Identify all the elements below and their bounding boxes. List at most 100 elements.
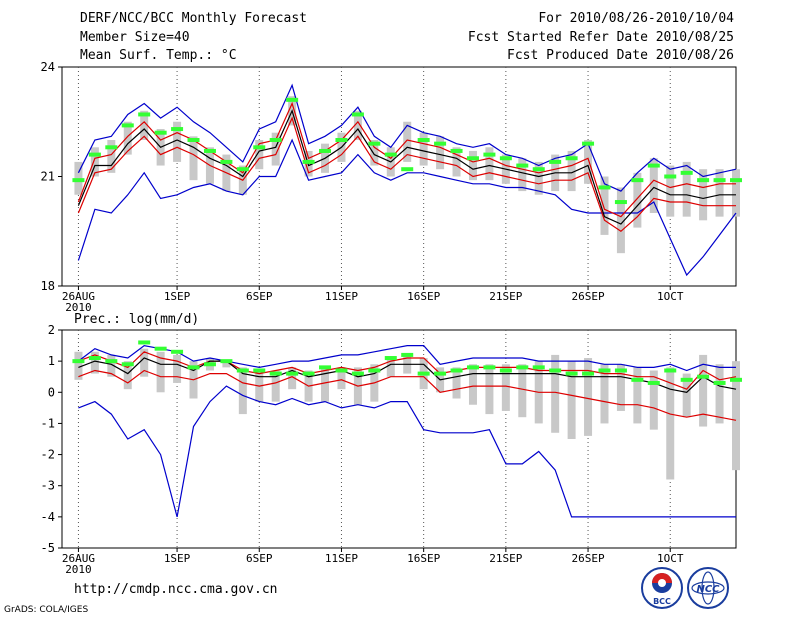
box-bar xyxy=(715,169,724,217)
median-marker xyxy=(697,178,710,183)
box-bar xyxy=(633,172,642,228)
ncc-logo-text: NCC xyxy=(696,584,720,595)
x-tick-label: 6SEP xyxy=(246,290,273,303)
median-marker xyxy=(368,368,381,373)
series-line-mean-minus xyxy=(78,369,737,421)
box-bar xyxy=(140,110,149,140)
x-tick-label: 2010 xyxy=(65,301,92,314)
box-bar xyxy=(107,354,116,377)
median-marker xyxy=(236,167,249,172)
box-bar xyxy=(485,147,494,181)
box-bar xyxy=(584,140,593,184)
box-bar xyxy=(403,121,412,162)
median-marker xyxy=(154,130,167,135)
box-bar xyxy=(123,121,132,155)
median-marker xyxy=(499,368,512,373)
box-bar xyxy=(600,364,609,424)
box-bar xyxy=(90,351,99,374)
y-tick-label: 21 xyxy=(41,170,55,184)
median-marker xyxy=(499,156,512,161)
box-bar xyxy=(419,132,428,166)
box-bar xyxy=(600,176,609,235)
median-marker xyxy=(171,349,184,354)
box-bar xyxy=(468,364,477,405)
y-tick-label: -2 xyxy=(41,448,55,462)
box-bar xyxy=(321,367,330,402)
median-marker xyxy=(664,368,677,373)
series-line-max xyxy=(78,344,736,372)
median-marker xyxy=(730,377,742,382)
box-bar xyxy=(633,367,642,424)
median-marker xyxy=(171,127,184,132)
source-url[interactable]: http://cmdp.ncc.cma.gov.cn xyxy=(74,582,278,597)
x-tick-label: 11SEP xyxy=(325,552,358,565)
median-marker xyxy=(713,178,726,183)
x-tick-label: 1OCT xyxy=(657,290,684,303)
series-line-max xyxy=(77,83,737,192)
box-bar xyxy=(337,367,346,390)
box-bar xyxy=(699,169,708,221)
median-marker xyxy=(730,178,742,183)
box-bar xyxy=(156,351,165,393)
series-line-mean xyxy=(77,109,736,225)
median-marker xyxy=(401,167,414,172)
median-marker xyxy=(466,156,479,161)
y-tick-label: 1 xyxy=(48,354,55,368)
box-bar xyxy=(567,361,576,439)
x-tick-label: 26SEP xyxy=(571,552,604,565)
box-bar xyxy=(551,354,560,433)
y-tick-label: -1 xyxy=(41,416,55,430)
median-marker xyxy=(384,152,397,157)
bcc-logo-text: BCC xyxy=(653,597,671,606)
box-bar xyxy=(107,140,116,173)
box-bar xyxy=(666,165,675,217)
median-marker xyxy=(582,371,595,376)
box-bar xyxy=(173,121,182,162)
box-bar xyxy=(567,150,576,192)
series-line-mean-minus xyxy=(77,116,736,233)
x-tick-label: 1SEP xyxy=(164,290,191,303)
box-bar xyxy=(271,370,280,402)
box-bar xyxy=(123,361,132,390)
y-tick-label: 2 xyxy=(48,323,55,337)
median-marker xyxy=(483,152,496,157)
median-marker xyxy=(319,148,332,153)
median-marker xyxy=(269,138,282,142)
box-bar xyxy=(534,161,543,195)
variable-label: Mean Surf. Temp.: °C xyxy=(80,48,237,63)
median-marker xyxy=(203,148,216,153)
x-tick-label: 16SEP xyxy=(407,552,440,565)
median-marker xyxy=(138,112,151,117)
median-marker xyxy=(516,365,529,370)
precip-panel-title: Prec.: log(mm/d) xyxy=(74,312,199,327)
y-tick-label: 24 xyxy=(41,60,55,74)
median-marker xyxy=(565,371,578,376)
box-bar xyxy=(74,351,83,380)
median-marker xyxy=(88,356,101,361)
median-marker xyxy=(483,365,496,370)
x-tick-label: 21SEP xyxy=(489,552,522,565)
x-tick-label: 16SEP xyxy=(407,290,440,303)
median-marker xyxy=(417,371,430,376)
median-marker xyxy=(401,352,414,357)
median-marker xyxy=(351,371,364,376)
box-bar xyxy=(452,147,461,177)
median-marker xyxy=(72,178,85,183)
median-marker xyxy=(203,362,216,367)
median-marker xyxy=(236,368,249,373)
median-marker xyxy=(582,141,595,146)
median-marker xyxy=(220,159,233,164)
median-marker xyxy=(121,123,134,128)
x-tick-label: 2010 xyxy=(65,563,92,576)
ncc-logo: NCC xyxy=(687,567,729,609)
median-marker xyxy=(302,371,315,376)
median-marker xyxy=(335,368,348,373)
median-marker xyxy=(88,152,101,157)
box-bar xyxy=(238,367,247,415)
median-marker xyxy=(335,138,348,142)
bcc-logo: BCC xyxy=(641,567,683,609)
y-tick-label: 0 xyxy=(48,385,55,399)
series-line-min xyxy=(77,138,737,277)
median-marker xyxy=(631,377,644,382)
